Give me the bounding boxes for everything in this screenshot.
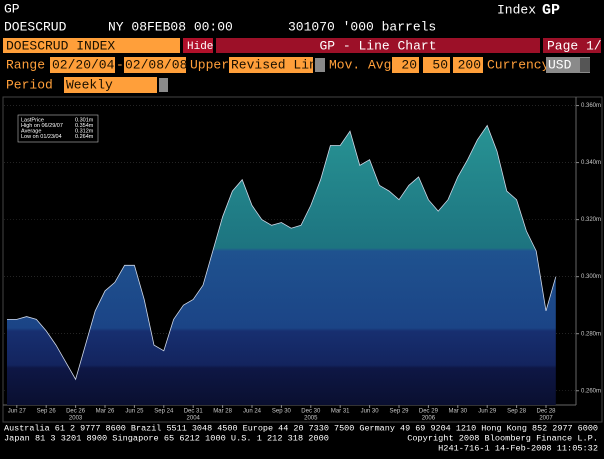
mov-avg[interactable]: 50 — [432, 57, 448, 72]
security-field[interactable] — [3, 38, 180, 53]
dropdown[interactable] — [159, 78, 168, 92]
area-fill — [7, 125, 556, 405]
page-bar — [543, 38, 601, 53]
x-tick-label: Mar 31 — [331, 409, 350, 415]
y-tick-label: 0.360m — [581, 103, 601, 109]
index-label: Index — [497, 2, 536, 17]
period[interactable]: Weekly — [66, 77, 113, 92]
dropdown[interactable] — [580, 58, 590, 72]
x-tick-label: Jun 27 — [8, 409, 27, 415]
hide-label[interactable]: Hide — [187, 41, 213, 53]
year-label: 2004 — [187, 416, 201, 422]
x-tick-label: Sep 26 — [37, 409, 57, 415]
x-tick-label: Jun 24 — [243, 409, 262, 415]
title: GP - Line Chart — [319, 38, 436, 53]
x-tick-label: Jun 30 — [361, 409, 380, 415]
year-label: 2005 — [304, 416, 318, 422]
stats-frame — [17, 114, 99, 143]
x-tick-label: Mar 30 — [448, 409, 467, 415]
x-tick-label: Sep 28 — [507, 409, 527, 415]
year-label: 2006 — [422, 416, 436, 422]
currency-field[interactable] — [546, 57, 590, 73]
y-tick-label: 0.260m — [581, 388, 601, 394]
range-label: Range — [6, 57, 45, 72]
footer: Australia 61 2 9777 8600 Brazil 5511 304… — [4, 423, 598, 453]
x-tick-label: Dec 26 — [66, 409, 86, 415]
page: Page 1/ — [547, 38, 602, 53]
ticker: DOESCRUD — [4, 19, 67, 34]
x-tick-label: Sep 24 — [154, 409, 174, 415]
mov-avg[interactable]: 20 — [401, 57, 417, 72]
stat-label: High on 06/29/07 — [21, 123, 63, 129]
stat-label: Low on 01/23/04 — [21, 134, 62, 140]
x-tick-label: Dec 31 — [184, 409, 204, 415]
x-tick-label: Sep 29 — [389, 409, 409, 415]
period-field[interactable] — [64, 77, 157, 93]
upper-field[interactable] — [229, 57, 313, 73]
footer-line: Japan 81 3 3201 8900 Singapore 65 6212 1… — [4, 433, 329, 443]
x-tick-label: Jun 29 — [478, 409, 497, 415]
currency-label: Currency — [487, 57, 550, 72]
y-tick-label: 0.280m — [581, 331, 601, 337]
footer-line: Australia 61 2 9777 8600 Brazil 5511 304… — [4, 423, 598, 433]
stat-label: LastPrice — [21, 117, 44, 123]
stat-label: Average — [21, 128, 41, 134]
y-tick-label: 0.320m — [581, 217, 601, 223]
footer-line: Copyright 2008 Bloomberg Finance L.P. — [407, 433, 598, 443]
plot: 0.260m 0.280m 0.300m 0.320m 0.340m 0.360m Jun … — [4, 103, 601, 422]
period-label: Period — [6, 77, 53, 92]
x-tick-label: Mar 26 — [96, 409, 115, 415]
x-tick-label: Dec 28 — [536, 409, 556, 415]
mov-avg-field[interactable] — [392, 57, 419, 73]
stats-box: LastPrice 0.301m High on 06/29/07 0.354m Ave… — [17, 114, 99, 143]
hide-button[interactable] — [183, 38, 213, 53]
last-value: 301070 '000 barrels — [288, 19, 436, 34]
upper-label: Upper — [190, 57, 229, 72]
dropdown[interactable] — [315, 58, 325, 72]
x-tick-label: Dec 30 — [301, 409, 321, 415]
end-date[interactable]: 02/08/08 — [125, 57, 187, 72]
footer-line: H241-716-1 14-Feb-2008 11:05:32 — [438, 443, 598, 453]
timestamp: NY 08FEB08 00:00 — [108, 19, 233, 34]
mov-avg-label: Mov. Avg — [329, 57, 391, 72]
year-label: 2003 — [69, 416, 83, 422]
x-tick-label: Sep 30 — [272, 409, 292, 415]
title-bar — [216, 38, 540, 53]
x-tick-label: Mar 28 — [213, 409, 232, 415]
mov-avg-field[interactable] — [453, 57, 483, 73]
dash: - — [116, 57, 124, 72]
start-field[interactable] — [50, 57, 115, 73]
x-tick-label: Jun 25 — [125, 409, 144, 415]
stat-value: 0.354m — [75, 123, 94, 129]
y-tick-label: 0.300m — [581, 274, 601, 280]
function-code: GP — [4, 1, 20, 16]
y-tick-label: 0.340m — [581, 160, 601, 166]
line — [7, 124, 557, 381]
currency[interactable]: USD — [548, 57, 572, 72]
year-label: 2007 — [539, 416, 553, 422]
security[interactable]: DOESCRUD INDEX — [6, 38, 115, 53]
stat-value: 0.264m — [75, 134, 94, 140]
start-date[interactable]: 02/20/04 — [52, 57, 115, 72]
upper-value[interactable]: Revised Line — [231, 57, 325, 72]
stat-value: 0.301m — [75, 117, 94, 123]
index-code: GP — [542, 2, 560, 19]
end-field[interactable] — [124, 57, 186, 73]
stat-value: 0.312m — [75, 128, 94, 134]
mov-avg-field[interactable] — [423, 57, 450, 73]
x-tick-label: Dec 29 — [419, 409, 439, 415]
mov-avg[interactable]: 200 — [458, 57, 481, 72]
